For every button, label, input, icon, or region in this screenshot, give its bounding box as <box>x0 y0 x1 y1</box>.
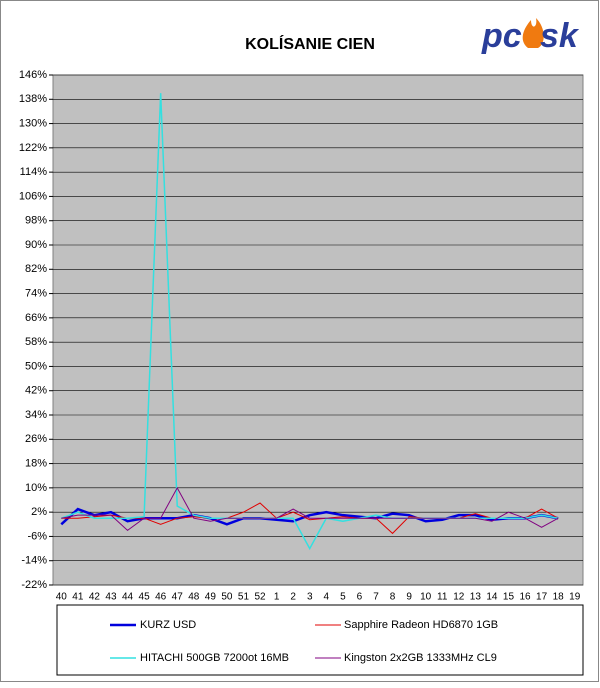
y-tick-label: 66% <box>25 312 47 324</box>
x-tick-label: 1 <box>274 592 280 603</box>
x-tick-label: 42 <box>89 592 101 603</box>
x-tick-label: 45 <box>139 592 151 603</box>
x-tick-label: 6 <box>357 592 363 603</box>
x-tick-label: 10 <box>420 592 432 603</box>
y-tick-label: -22% <box>21 579 47 591</box>
y-tick-label: 138% <box>19 93 47 105</box>
x-tick-label: 8 <box>390 592 396 603</box>
y-tick-label: 146% <box>19 69 47 81</box>
x-tick-label: 4 <box>324 592 330 603</box>
y-tick-label: -6% <box>27 530 47 542</box>
y-tick-label: 130% <box>19 117 47 129</box>
x-tick-label: 51 <box>238 592 250 603</box>
legend-label: HITACHI 500GB 7200ot 16MB <box>140 652 289 664</box>
x-tick-label: 47 <box>172 592 184 603</box>
y-tick-label: 74% <box>25 287 47 299</box>
x-tick-label: 44 <box>122 592 134 603</box>
x-tick-label: 2 <box>290 592 296 603</box>
x-tick-label: 14 <box>486 592 498 603</box>
y-tick-label: 2% <box>31 506 47 518</box>
y-tick-label: -14% <box>21 555 47 567</box>
x-tick-label: 12 <box>453 592 465 603</box>
logo-left: pc <box>481 17 522 55</box>
x-tick-label: 46 <box>155 592 167 603</box>
x-tick-label: 13 <box>470 592 482 603</box>
x-tick-label: 5 <box>340 592 346 603</box>
y-tick-label: 106% <box>19 190 47 202</box>
legend <box>56 604 584 676</box>
y-tick-label: 114% <box>20 166 48 178</box>
y-tick-label: 98% <box>25 215 47 227</box>
x-tick-label: 40 <box>56 592 68 603</box>
y-tick-label: 58% <box>25 336 47 348</box>
series-line <box>61 486 559 532</box>
x-tick-label: 17 <box>536 592 548 603</box>
y-tick-label: 82% <box>25 263 47 275</box>
legend-label: KURZ USD <box>140 619 196 631</box>
y-tick-label: 122% <box>19 142 47 154</box>
x-tick-label: 43 <box>105 592 117 603</box>
plot-area <box>52 74 584 586</box>
x-tick-label: 52 <box>254 592 266 603</box>
x-tick-label: 41 <box>72 592 84 603</box>
logo: pc sk <box>481 17 580 55</box>
x-tick-label: 16 <box>519 592 531 603</box>
legend-label: Kingston 2x2GB 1333MHz CL9 <box>344 652 497 664</box>
y-tick-label: 42% <box>25 385 47 397</box>
logo-right: sk <box>540 17 580 55</box>
logo-flame <box>522 18 544 48</box>
x-tick-label: 7 <box>373 592 379 603</box>
x-tick-label: 18 <box>553 592 565 603</box>
chart-title: KOLÍSANIE CIEN <box>245 34 375 53</box>
x-tick-label: 3 <box>307 592 313 603</box>
x-tick-label: 50 <box>221 592 233 603</box>
x-tick-label: 11 <box>437 592 448 603</box>
y-tick-label: 18% <box>25 457 47 469</box>
y-tick-label: 26% <box>25 433 47 445</box>
x-tick-label: 19 <box>569 592 581 603</box>
y-tick-label: 90% <box>25 239 47 251</box>
x-tick-label: 49 <box>205 592 217 603</box>
y-tick-label: 50% <box>25 360 47 372</box>
x-tick-label: 9 <box>406 592 412 603</box>
x-tick-label: 15 <box>503 592 515 603</box>
legend-label: Sapphire Radeon HD6870 1GB <box>344 619 498 631</box>
y-tick-label: 34% <box>25 409 47 421</box>
y-tick-label: 10% <box>25 482 47 494</box>
x-tick-label: 48 <box>188 592 200 603</box>
